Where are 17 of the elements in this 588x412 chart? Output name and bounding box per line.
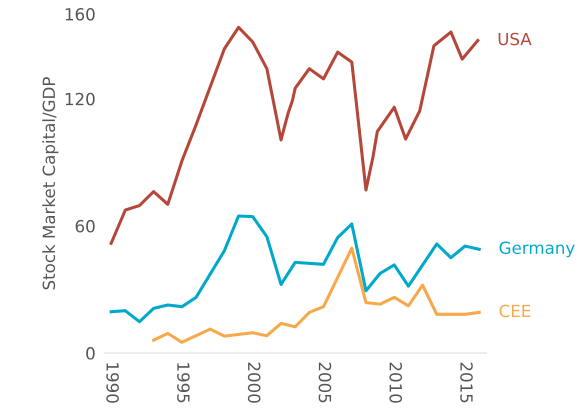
series-label: CEE xyxy=(500,304,530,318)
y-axis-title: Stock Market Capital/GDP xyxy=(42,77,58,290)
x-tick-label: 2005 xyxy=(318,362,332,402)
y-tick-label: 120 xyxy=(66,92,95,106)
line-series xyxy=(110,214,481,324)
series-label: USA xyxy=(498,32,532,46)
x-tick-label: 2000 xyxy=(248,362,260,403)
x-tick-label: 1990 xyxy=(106,363,119,403)
y-tick-label: 60 xyxy=(76,220,95,232)
y-tick-label: 160 xyxy=(66,8,95,21)
x-tick-label: 1995 xyxy=(177,363,190,402)
line-series xyxy=(152,246,481,344)
series-label: Germany xyxy=(500,241,575,258)
y-tick-label: 0 xyxy=(86,347,95,360)
line-series xyxy=(110,26,480,245)
x-tick-label: 2010 xyxy=(389,362,402,403)
x-tick-label: 2015 xyxy=(460,362,473,402)
